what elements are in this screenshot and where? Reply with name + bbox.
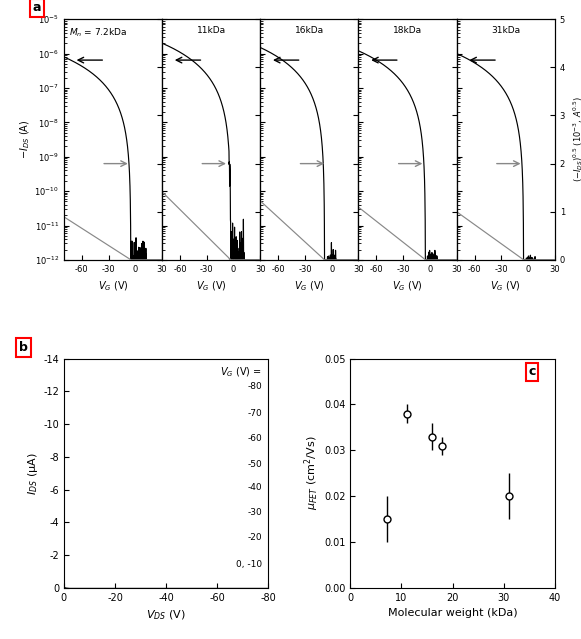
- Text: -40: -40: [248, 482, 263, 491]
- Text: 16kDa: 16kDa: [295, 26, 324, 35]
- Text: -50: -50: [248, 459, 263, 468]
- Y-axis label: $\mu_{FET}$ (cm$^2$/Vs): $\mu_{FET}$ (cm$^2$/Vs): [303, 436, 321, 511]
- Y-axis label: $(-I_{DS})^{0.5}$ ($10^{-3}$, $A^{0.5}$): $(-I_{DS})^{0.5}$ ($10^{-3}$, $A^{0.5}$): [571, 96, 581, 182]
- Text: 31kDa: 31kDa: [491, 26, 521, 35]
- X-axis label: $V_{DS}$ (V): $V_{DS}$ (V): [146, 608, 186, 622]
- X-axis label: Molecular weight (kDa): Molecular weight (kDa): [388, 608, 518, 619]
- X-axis label: $V_G$ (V): $V_G$ (V): [490, 279, 521, 293]
- X-axis label: $V_G$ (V): $V_G$ (V): [196, 279, 227, 293]
- Text: -70: -70: [248, 409, 263, 418]
- Text: $V_G$ (V) =: $V_G$ (V) =: [220, 366, 263, 379]
- Y-axis label: $I_{DS}$ (μA): $I_{DS}$ (μA): [26, 452, 41, 495]
- X-axis label: $V_G$ (V): $V_G$ (V): [392, 279, 423, 293]
- Text: 0, -10: 0, -10: [236, 560, 263, 569]
- Text: -30: -30: [248, 508, 263, 517]
- Text: -20: -20: [248, 533, 263, 542]
- Text: 18kDa: 18kDa: [393, 26, 422, 35]
- Text: a: a: [33, 1, 41, 14]
- Text: -80: -80: [248, 381, 263, 390]
- Text: -60: -60: [248, 435, 263, 443]
- Text: $M_n$ = 7.2kDa: $M_n$ = 7.2kDa: [69, 26, 127, 39]
- X-axis label: $V_G$ (V): $V_G$ (V): [294, 279, 325, 293]
- Text: b: b: [19, 341, 28, 354]
- Text: c: c: [528, 366, 536, 378]
- X-axis label: $V_G$ (V): $V_G$ (V): [98, 279, 128, 293]
- Y-axis label: $-I_{DS}$ (A): $-I_{DS}$ (A): [18, 120, 31, 159]
- Text: 11kDa: 11kDa: [196, 26, 226, 35]
